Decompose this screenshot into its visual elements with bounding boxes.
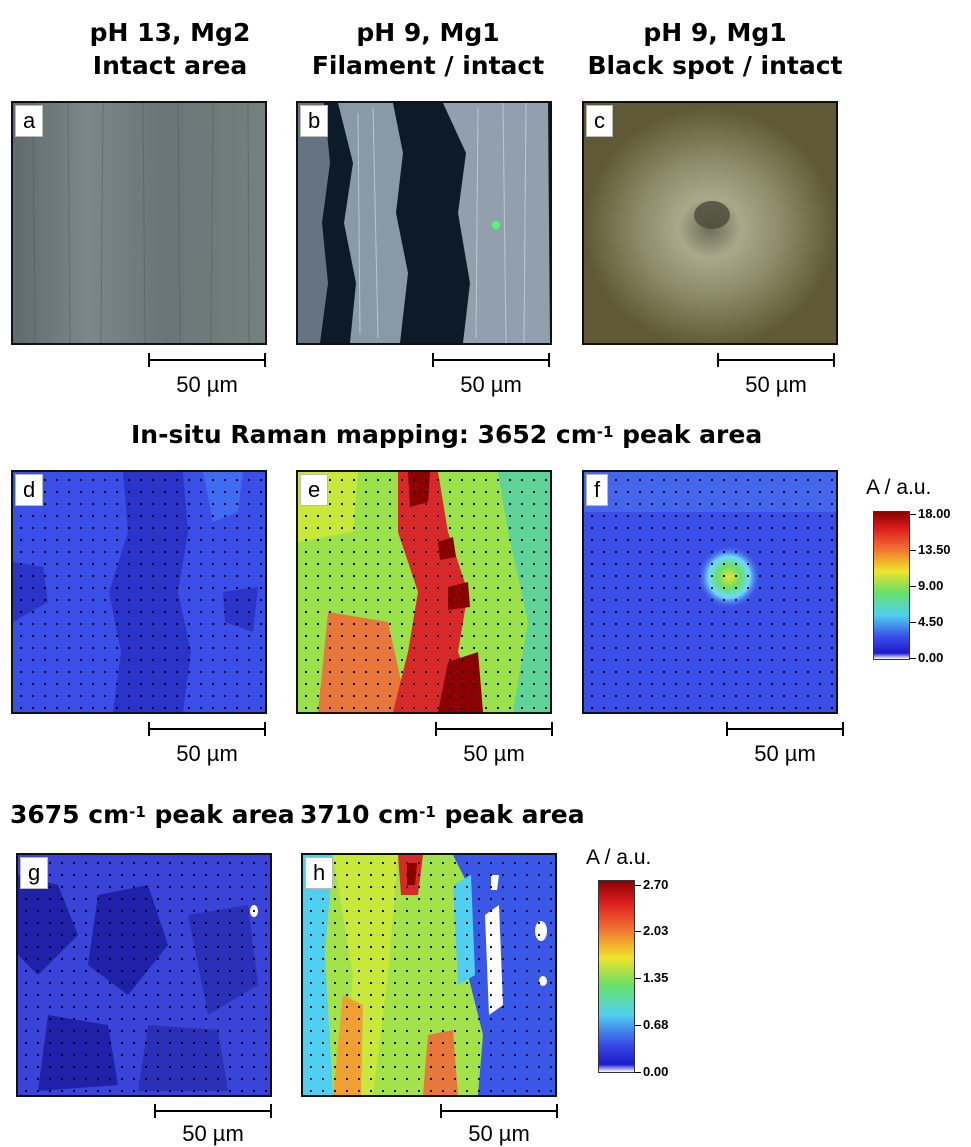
panel-d-raman-map: d [11, 470, 267, 714]
colorbar-title: A / a.u. [586, 846, 652, 869]
peak-3710-title: 3710 cm-1 peak area [300, 800, 585, 829]
panel-label: d [15, 474, 44, 506]
panel-label: g [20, 857, 49, 889]
scale-bar [432, 353, 550, 367]
colorbar-tick: 18.00 [910, 506, 951, 521]
panel-label: b [300, 105, 329, 137]
scale-bar-label: 50 µm [745, 372, 807, 397]
panel-c-micrograph: c [582, 101, 838, 345]
panel-label: c [586, 105, 613, 137]
colorbar-2 [598, 880, 635, 1073]
scale-bar-label: 50 µm [460, 372, 522, 397]
colorbar-tick: 1.35 [634, 970, 669, 985]
column-title-3: pH 9, Mg1 Black spot / intact [587, 18, 843, 80]
panel-label: a [15, 105, 44, 137]
panel-g-raman-map: g [16, 853, 272, 1097]
panel-f-raman-map: f [582, 470, 838, 714]
colorbar-tick: 0.00 [909, 650, 944, 665]
scale-bar-label: 50 µm [754, 741, 816, 766]
panel-label: f [586, 474, 609, 506]
colorbar-tick: 2.03 [634, 923, 669, 938]
panel-h-raman-map: h [301, 853, 557, 1097]
scale-bar-label: 50 µm [182, 1121, 244, 1146]
scale-bar [148, 722, 266, 736]
colorbar-tick: 2.70 [634, 877, 669, 892]
colorbar-tick: 13.50 [910, 542, 951, 557]
colorbar-1 [873, 511, 910, 660]
panel-b-micrograph: b [296, 101, 552, 345]
scale-bar [726, 722, 844, 736]
scale-bar-label: 50 µm [468, 1121, 530, 1146]
scale-bar [717, 353, 835, 367]
raman-mapping-title: In-situ Raman mapping: 3652 cm-1 peak ar… [131, 420, 763, 449]
panel-a-micrograph: a [11, 101, 267, 345]
colorbar-tick: 0.68 [634, 1017, 669, 1032]
scale-bar-label: 50 µm [463, 741, 525, 766]
panel-label: e [300, 474, 329, 506]
column-title-2: pH 9, Mg1 Filament / intact [311, 18, 545, 80]
scale-bar [440, 1104, 558, 1118]
scale-bar-label: 50 µm [176, 741, 238, 766]
colorbar-title: A / a.u. [866, 476, 932, 499]
peak-3675-title: 3675 cm-1 peak area [10, 800, 295, 829]
scale-bar [435, 722, 553, 736]
scale-bar [154, 1104, 272, 1118]
scale-bar-label: 50 µm [176, 372, 238, 397]
colorbar-tick: 9.00 [909, 578, 944, 593]
panel-label: h [305, 857, 334, 889]
colorbar-tick: 4.50 [909, 614, 944, 629]
panel-e-raman-map: e [296, 470, 552, 714]
scale-bar [148, 353, 266, 367]
column-title-1: pH 13, Mg2 Intact area [89, 18, 251, 80]
colorbar-tick: 0.00 [634, 1064, 669, 1079]
